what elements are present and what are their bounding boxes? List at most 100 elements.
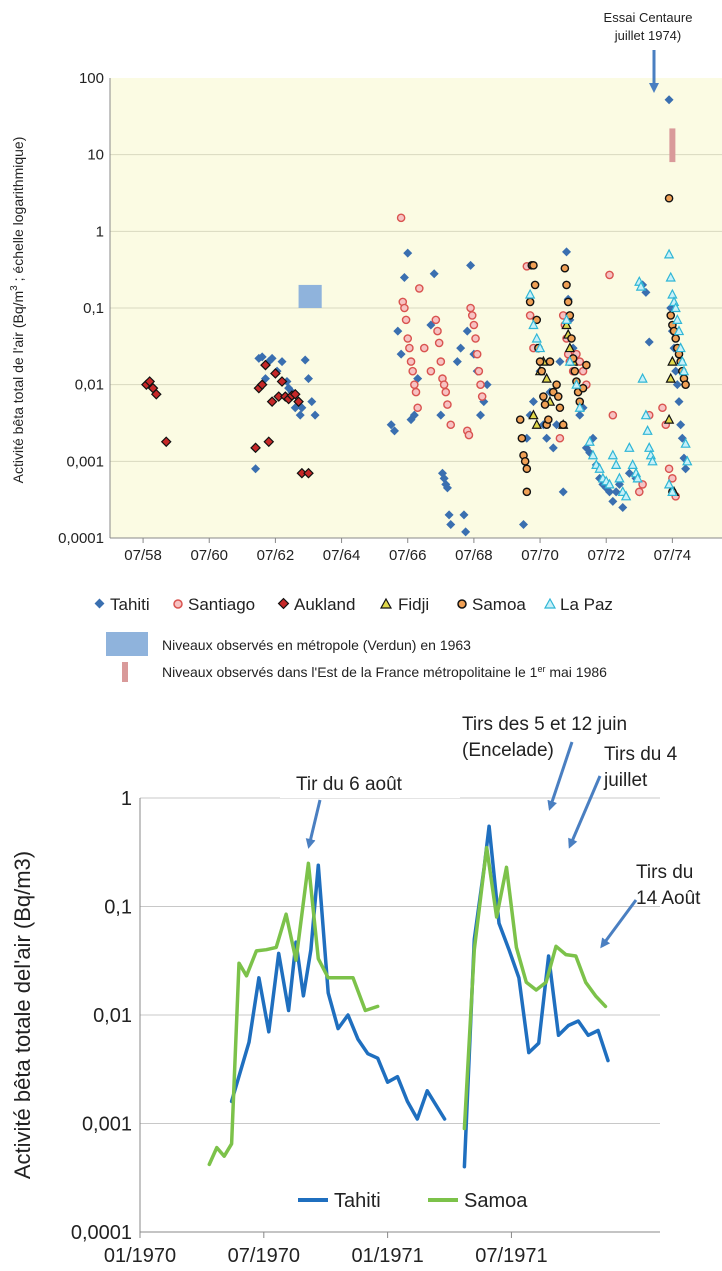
- point-fidji: [667, 355, 678, 366]
- point-samoa: [666, 311, 676, 320]
- point-tahiti: [608, 496, 618, 506]
- point-tahiti: [681, 464, 691, 474]
- point-tahiti: [389, 426, 399, 436]
- point-la-paz: [610, 459, 622, 469]
- point-tahiti: [466, 260, 476, 270]
- point-la-paz: [584, 435, 595, 446]
- point-samoa: [529, 261, 538, 270]
- chart-2-x-tick-labels: 01/1970 07/1970 01/1971 07/1971: [104, 1232, 548, 1267]
- point-santiago: [664, 464, 674, 474]
- chart-2-x-tick-label: 01/1970: [104, 1245, 176, 1267]
- chart-1: 100 10 1 0,1 0,01 0,001 0,0001 07/58 07/60 07/62…: [9, 10, 722, 682]
- point-aukland: [263, 436, 275, 448]
- point-tahiti: [482, 380, 492, 390]
- point-tahiti: [558, 487, 568, 497]
- point-samoa: [535, 357, 545, 366]
- point-la-paz: [667, 486, 678, 496]
- point-aukland: [144, 376, 156, 387]
- point-santiago: [477, 392, 487, 401]
- point-la-paz: [627, 459, 638, 469]
- point-fidji: [561, 319, 572, 330]
- point-la-paz: [632, 472, 643, 483]
- point-tahiti: [303, 374, 313, 384]
- point-samoa: [563, 297, 573, 307]
- point-aukland: [293, 396, 304, 408]
- point-la-paz: [672, 314, 683, 324]
- annotation-1-background: [280, 760, 460, 798]
- chart-1-y-tick-label: 0,001: [66, 453, 104, 470]
- point-tahiti: [446, 519, 456, 529]
- point-tahiti: [528, 397, 538, 407]
- point-aukland: [266, 396, 278, 408]
- legend-marker-santiago: [173, 599, 183, 609]
- chart-1-y-tick-label: 0,1: [83, 300, 104, 317]
- point-samoa: [555, 403, 565, 413]
- point-tahiti: [295, 410, 305, 420]
- point-santiago: [426, 366, 436, 376]
- point-samoa: [570, 366, 580, 376]
- point-la-paz: [524, 288, 536, 299]
- point-santiago: [471, 334, 480, 343]
- point-santiago: [434, 338, 444, 348]
- point-tahiti: [300, 355, 310, 365]
- legend-marker-la-paz: [543, 597, 557, 609]
- point-la-paz: [614, 472, 625, 483]
- point-samoa: [544, 415, 553, 424]
- chart-2-x-tick-label: 07/1971: [475, 1245, 547, 1267]
- point-la-paz: [678, 365, 690, 376]
- chart-1-y-tick-label: 1: [96, 223, 104, 240]
- point-la-paz: [663, 478, 675, 489]
- point-santiago: [411, 387, 421, 397]
- point-samoa: [530, 280, 540, 290]
- point-samoa: [522, 464, 532, 474]
- legend-label-fidji: Fidji: [398, 595, 429, 614]
- point-tahiti: [452, 357, 462, 367]
- chart-2-series-lines: [207, 824, 610, 1169]
- point-la-paz: [682, 455, 693, 466]
- chart-2-y-tick-label: 0,1: [104, 897, 132, 919]
- point-tahiti: [562, 247, 572, 257]
- legend-marker-tahiti: [94, 598, 105, 609]
- point-tahiti: [476, 410, 486, 420]
- point-tahiti: [277, 357, 287, 367]
- legend-label-samoa: Samoa: [472, 595, 526, 614]
- point-tahiti: [409, 410, 419, 420]
- point-santiago: [441, 387, 451, 397]
- chart-1-annotation: Essai Centaure: [604, 10, 693, 25]
- point-santiago: [439, 380, 449, 389]
- point-samoa: [664, 193, 674, 203]
- point-aukland: [260, 359, 271, 371]
- point-la-paz: [677, 355, 688, 366]
- chart-1-y-tick-label: 100: [79, 70, 104, 87]
- point-santiago: [555, 433, 565, 443]
- series-line-tahiti: [229, 824, 610, 1169]
- chart-2-y-tick-label: 1: [121, 788, 132, 810]
- footnote-bar-label: Niveaux observés dans l'Est de la France…: [162, 664, 607, 680]
- chart-1-y-tick-label: 0,0001: [58, 530, 104, 547]
- point-tahiti: [442, 483, 452, 493]
- point-tahiti: [575, 410, 585, 420]
- point-la-paz: [637, 372, 648, 383]
- chart-1-x-tick-label: 07/74: [654, 547, 692, 564]
- legend-item-samoa: Samoa: [457, 595, 526, 614]
- footnote-bar-swatch: [122, 662, 128, 682]
- point-santiago: [408, 366, 417, 376]
- point-la-paz: [663, 248, 675, 259]
- point-samoa: [582, 360, 591, 370]
- point-samoa: [522, 487, 532, 497]
- chart-2-y-axis-label: Activité bêta totale del'air (Bq/m3): [10, 851, 35, 1179]
- point-la-paz: [528, 319, 539, 330]
- point-samoa: [517, 433, 527, 443]
- legend-label-santiago: Santiago: [188, 595, 255, 614]
- point-tahiti: [436, 410, 446, 420]
- legend-label-tahiti: Tahiti: [110, 595, 150, 614]
- point-tahiti: [459, 510, 469, 520]
- point-aukland: [256, 379, 268, 391]
- point-samoa: [553, 392, 563, 401]
- chart-2-legend: Tahiti Samoa: [298, 1190, 528, 1212]
- point-la-paz: [594, 462, 605, 473]
- point-aukland: [160, 436, 172, 448]
- point-fidji: [663, 413, 675, 424]
- point-tahiti: [307, 397, 317, 407]
- point-samoa: [558, 420, 568, 430]
